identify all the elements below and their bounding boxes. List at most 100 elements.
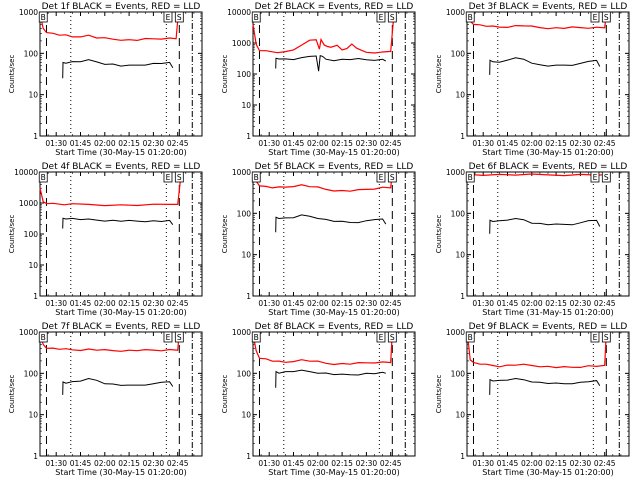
x-tick-label: 01:30: [45, 459, 67, 468]
chart-panel: Det 4f BLACK = Events, RED = LLD 1 10 100 10…: [8, 162, 203, 317]
events-series-line: [62, 217, 174, 229]
lld-series-line: [39, 171, 184, 207]
x-tick-label: 01:30: [45, 299, 67, 308]
lld-series-line: [466, 11, 607, 30]
y-tick-label: 10: [455, 411, 465, 420]
chart-panel: Det 5f BLACK = Events, RED = LLD 1 10 100 10…: [221, 162, 416, 317]
chart-title: Det 6f BLACK = Events, RED = LLD: [469, 162, 628, 172]
marker-box: [465, 331, 475, 343]
marker-label: B: [254, 173, 259, 182]
marker-label: E: [593, 13, 598, 22]
x-tick-label: 01:45: [497, 459, 519, 468]
y-tick-label: 10: [28, 411, 38, 420]
marker-label: S: [177, 173, 182, 182]
events-series-line: [275, 55, 387, 72]
marker-label: S: [177, 13, 182, 22]
chart-panel: Det 3f BLACK = Events, RED = LLD 1 10 100 10…: [435, 2, 630, 157]
x-tick-label: 02:45: [167, 299, 189, 308]
x-tick-label: 02:30: [143, 139, 165, 148]
y-tick-label: 1: [33, 132, 38, 141]
marker-label: B: [468, 173, 473, 182]
marker-label: S: [604, 173, 609, 182]
y-tick-label: 1: [33, 452, 38, 461]
marker-box: [376, 331, 386, 343]
events-series-line: [62, 59, 174, 79]
marker-box: [590, 171, 600, 183]
plot-frame: [39, 171, 203, 297]
y-tick-label: 1000: [19, 328, 38, 337]
marker-label: E: [593, 333, 598, 342]
x-tick-label: 01:45: [283, 139, 305, 148]
y-tick-label: 1: [246, 132, 251, 141]
x-tick-label: 02:45: [380, 299, 402, 308]
y-tick-label: 1000: [446, 168, 465, 177]
x-tick-label: 02:00: [307, 139, 329, 148]
lld-series-line: [252, 331, 393, 366]
y-tick-label: 100: [237, 70, 252, 79]
x-tick-label: 02:30: [356, 139, 378, 148]
marker-box: [387, 11, 397, 23]
chart-panel: Det 1f BLACK = Events, RED = LLD 1 10 100 10…: [8, 2, 203, 157]
y-tick-label: 1000: [232, 168, 251, 177]
lld-series-line: [466, 173, 607, 177]
marker-label: E: [593, 173, 598, 182]
y-tick-label: 10: [241, 251, 251, 260]
x-tick-label: 02:00: [94, 139, 116, 148]
y-tick-label: 10000: [227, 8, 251, 17]
y-tick-label: 100: [237, 209, 252, 218]
marker-label: B: [41, 173, 46, 182]
lld-series-line: [39, 331, 180, 352]
x-tick-label: 01:30: [472, 459, 494, 468]
y-tick-label: 100: [24, 230, 39, 239]
x-tick-label: 02:30: [570, 139, 592, 148]
y-tick-label: 1: [460, 292, 465, 301]
x-axis-label: Start Time (30-May-15 01:20:00): [482, 468, 613, 477]
marker-box: [601, 171, 611, 183]
chart-title: Det 7f BLACK = Events, RED = LLD: [42, 322, 201, 332]
marker-label: B: [468, 13, 473, 22]
marker-box: [38, 331, 48, 343]
marker-box: [38, 171, 48, 183]
plot-frame: [252, 11, 416, 137]
chart-title: Det 2f BLACK = Events, RED = LLD: [255, 2, 414, 12]
marker-box: [163, 11, 173, 23]
y-tick-label: 10000: [14, 168, 38, 177]
x-axis-label: Start Time (30-May-15 01:20:00): [55, 148, 186, 157]
y-axis-label: Counts/sec: [8, 215, 16, 254]
marker-label: B: [254, 333, 259, 342]
marker-label: S: [604, 333, 609, 342]
y-tick-label: 1: [460, 452, 465, 461]
x-tick-label: 02:00: [521, 299, 543, 308]
x-tick-label: 01:45: [70, 459, 92, 468]
lld-series-line: [252, 11, 397, 54]
chart-title: Det 4f BLACK = Events, RED = LLD: [42, 162, 201, 172]
marker-box: [251, 171, 261, 183]
y-tick-label: 10: [241, 411, 251, 420]
x-tick-label: 02:00: [94, 299, 116, 308]
marker-label: E: [379, 13, 384, 22]
y-tick-label: 1000: [446, 328, 465, 337]
marker-box: [174, 11, 184, 23]
y-tick-label: 1: [33, 292, 38, 301]
x-axis-label: Start Time (30-May-15 01:20:00): [268, 308, 399, 317]
marker-label: E: [379, 333, 384, 342]
marker-box: [163, 331, 173, 343]
x-tick-label: 01:45: [283, 459, 305, 468]
plot-frame: [466, 11, 630, 137]
x-tick-label: 01:30: [258, 139, 280, 148]
y-tick-label: 1000: [446, 8, 465, 17]
marker-label: B: [254, 13, 259, 22]
x-tick-label: 02:45: [167, 139, 189, 148]
x-tick-label: 02:45: [167, 459, 189, 468]
y-tick-label: 100: [451, 49, 466, 58]
chart-title: Det 5f BLACK = Events, RED = LLD: [255, 162, 414, 172]
chart-title: Det 3f BLACK = Events, RED = LLD: [469, 2, 628, 12]
x-tick-label: 01:30: [258, 459, 280, 468]
x-tick-label: 02:15: [545, 459, 567, 468]
y-tick-label: 1000: [232, 328, 251, 337]
x-tick-label: 02:45: [594, 459, 616, 468]
marker-box: [251, 11, 261, 23]
marker-label: B: [468, 333, 473, 342]
x-axis-label: Start Time (30-May-15 01:20:00): [55, 308, 186, 317]
marker-box: [251, 331, 261, 343]
